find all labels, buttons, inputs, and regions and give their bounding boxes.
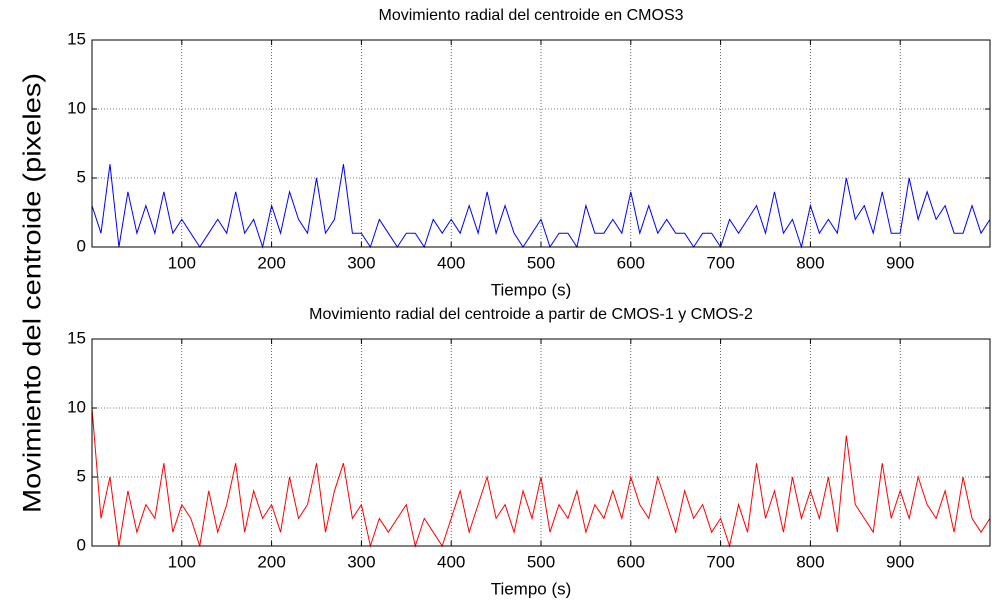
x-tick-label: 100 xyxy=(168,552,196,571)
data-line xyxy=(91,407,991,548)
x-tick-label: 400 xyxy=(437,253,465,272)
plot-frame xyxy=(91,39,991,248)
y-tick-label: 0 xyxy=(77,535,86,554)
x-tick-label: 500 xyxy=(527,253,555,272)
x-tick-label: 400 xyxy=(437,552,465,571)
y-tick-label: 5 xyxy=(77,167,86,186)
y-tick-label: 10 xyxy=(67,98,86,117)
chart-title: Movimiento radial del centroide en CMOS3 xyxy=(378,7,683,24)
chart-title: Movimiento radial del centroide a partir… xyxy=(309,306,753,323)
y-axis-label: Movimiento del centroide (pixeles) xyxy=(19,73,47,513)
data-line xyxy=(91,164,991,249)
y-tick-label: 5 xyxy=(77,466,86,485)
x-tick-label: 900 xyxy=(886,253,914,272)
y-tick-label: 0 xyxy=(77,236,86,255)
plot-area xyxy=(92,339,990,546)
x-tick-label: 300 xyxy=(347,552,375,571)
x-tick-label: 900 xyxy=(886,552,914,571)
x-tick-label: 100 xyxy=(168,253,196,272)
x-tick-label: 500 xyxy=(527,552,555,571)
x-axis-label: Tiempo (s) xyxy=(491,280,572,299)
y-tick-label: 15 xyxy=(67,29,86,48)
y-tick-label: 15 xyxy=(67,328,86,347)
x-tick-label: 200 xyxy=(257,253,285,272)
x-tick-label: 600 xyxy=(617,253,645,272)
x-tick-label: 800 xyxy=(796,552,824,571)
x-tick-label: 700 xyxy=(706,552,734,571)
y-tick-label: 10 xyxy=(67,397,86,416)
plot-area xyxy=(92,40,990,247)
x-tick-label: 700 xyxy=(706,253,734,272)
x-tick-label: 200 xyxy=(257,552,285,571)
x-tick-label: 300 xyxy=(347,253,375,272)
x-tick-label: 600 xyxy=(617,552,645,571)
x-axis-label: Tiempo (s) xyxy=(491,579,572,598)
x-tick-label: 800 xyxy=(796,253,824,272)
plot-frame xyxy=(91,338,991,547)
